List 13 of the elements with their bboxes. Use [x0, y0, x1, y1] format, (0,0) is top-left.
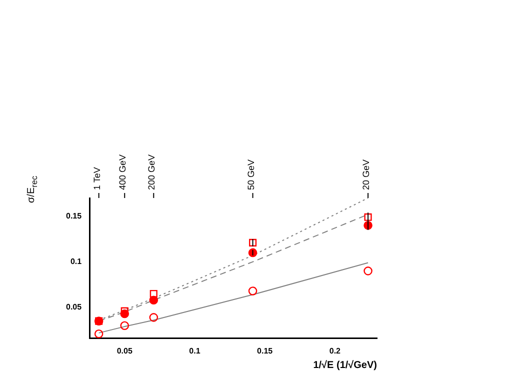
y-tick-label: 0.05	[66, 302, 82, 312]
x-tick-label: 0.05	[116, 346, 133, 356]
annotation: 20 GeV	[361, 159, 372, 190]
annotation: 200 GeV	[146, 154, 157, 190]
y-tick-label: 0.1	[70, 257, 82, 266]
annotation: 400 GeV	[118, 154, 128, 190]
x-tick-label: 0.15	[257, 346, 274, 356]
annotation: 50 GeV	[246, 159, 256, 190]
x-tick-label: 0.1	[189, 346, 201, 356]
x-axis-title: 1/√E (1/√GeV)	[313, 360, 377, 371]
annotation: 1 TeV	[92, 167, 102, 190]
x-tick-label: 0.2	[329, 346, 342, 356]
y-tick-label: 0.15	[66, 211, 82, 220]
